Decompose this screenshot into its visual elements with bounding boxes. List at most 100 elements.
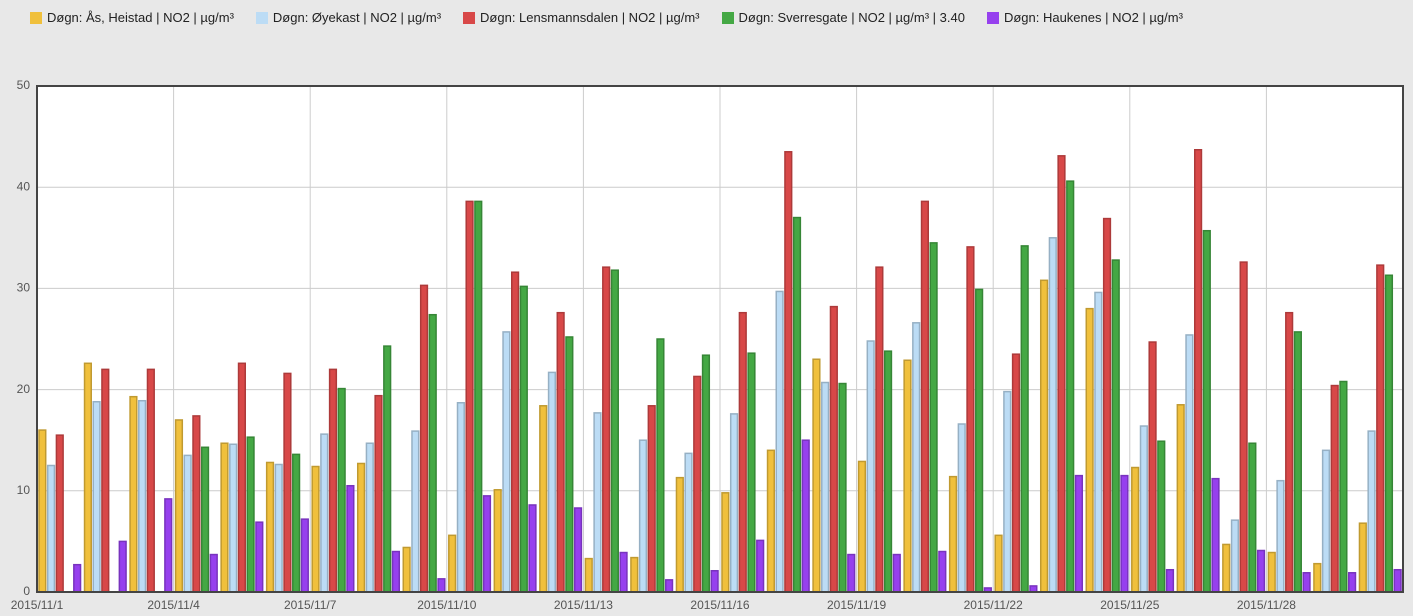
- bar: [602, 266, 611, 593]
- plot-border: [36, 85, 1404, 593]
- x-tick-label: 2015/11/10: [417, 598, 476, 612]
- bar: [593, 412, 602, 593]
- bar: [929, 242, 938, 593]
- bar: [174, 419, 184, 593]
- bar: [1358, 522, 1367, 593]
- bar: [482, 495, 492, 593]
- y-tick-label: 40: [17, 179, 31, 193]
- bar: [938, 550, 947, 593]
- bar: [456, 402, 465, 593]
- bar: [328, 368, 338, 593]
- bar: [1256, 549, 1266, 593]
- bar: [847, 553, 856, 593]
- legend-swatch: [255, 11, 268, 24]
- bar: [630, 556, 639, 593]
- bar: [528, 504, 537, 593]
- bar: [1057, 155, 1066, 593]
- bar: [448, 534, 457, 593]
- bar: [1193, 149, 1203, 593]
- x-tick-label: 2015/11/16: [690, 598, 749, 612]
- bar: [1202, 229, 1211, 593]
- bar: [647, 405, 656, 593]
- legend-item[interactable]: Døgn: Ås, Heistad | NO2 | µg/m³: [30, 10, 234, 25]
- bar: [101, 368, 110, 593]
- bar: [1313, 562, 1322, 593]
- legend-item[interactable]: Døgn: Øyekast | NO2 | µg/m³: [255, 10, 442, 25]
- x-tick-label: 2015/11/28: [1237, 598, 1296, 612]
- bar: [83, 362, 92, 593]
- bar: [283, 372, 292, 593]
- bar: [565, 336, 574, 593]
- bar: [129, 395, 138, 593]
- y-tick-label: 50: [17, 78, 31, 92]
- bar: [675, 476, 684, 593]
- bar: [784, 151, 793, 593]
- bar: [656, 338, 665, 593]
- bar: [1330, 384, 1339, 593]
- legend-item[interactable]: Døgn: Lensmannsdalen | NO2 | µg/m³: [463, 10, 700, 25]
- bar: [1239, 261, 1248, 593]
- bar: [1348, 572, 1357, 593]
- bar: [829, 305, 838, 593]
- bar: [812, 358, 821, 593]
- bar: [411, 430, 420, 593]
- bar: [1285, 311, 1294, 593]
- bar: [1376, 264, 1385, 593]
- bar: [547, 371, 557, 593]
- bar: [1248, 442, 1257, 593]
- bar: [1085, 307, 1094, 593]
- bar: [857, 460, 867, 593]
- legend-label: Døgn: Ås, Heistad | NO2 | µg/m³: [47, 10, 234, 25]
- bar: [46, 464, 56, 593]
- bar: [1157, 440, 1166, 593]
- legend-item[interactable]: Døgn: Haukenes | NO2 | µg/m³: [986, 10, 1183, 25]
- bar: [766, 449, 775, 593]
- bar: [912, 322, 921, 593]
- bar: [775, 290, 784, 593]
- bar: [1339, 380, 1348, 593]
- bar: [55, 434, 64, 593]
- bar: [38, 429, 47, 593]
- bar: [164, 498, 173, 593]
- bar: [465, 200, 474, 593]
- bar: [665, 579, 674, 593]
- x-tick-label: 2015/11/13: [554, 598, 613, 612]
- bar: [610, 269, 619, 593]
- legend-label: Døgn: Haukenes | NO2 | µg/m³: [1003, 10, 1183, 25]
- bar: [200, 446, 210, 593]
- bar: [337, 387, 346, 593]
- bar: [300, 518, 309, 593]
- bar: [556, 311, 565, 593]
- bar: [539, 405, 548, 593]
- bar: [265, 461, 275, 593]
- bar: [875, 266, 884, 593]
- bar: [948, 475, 958, 593]
- bar: [1393, 568, 1402, 593]
- bar: [792, 216, 802, 593]
- bar: [638, 439, 648, 593]
- bar: [1011, 353, 1021, 593]
- bar: [957, 423, 966, 593]
- x-tick-label: 2015/11/4: [147, 598, 200, 612]
- bar: [1321, 449, 1331, 593]
- bar: [502, 331, 511, 593]
- bar: [729, 413, 739, 593]
- bar: [356, 462, 366, 593]
- bar: [92, 400, 101, 593]
- bar: [437, 578, 446, 593]
- bar: [738, 311, 747, 593]
- bar: [883, 350, 893, 593]
- legend-swatch: [986, 11, 999, 24]
- bar: [237, 362, 247, 593]
- legend-item[interactable]: Døgn: Sverresgate | NO2 | µg/m³ | 3.40: [721, 10, 965, 25]
- legend-swatch: [30, 11, 42, 24]
- bar: [1139, 425, 1148, 593]
- bar: [146, 368, 155, 593]
- x-tick-label: 2015/11/25: [1100, 598, 1159, 612]
- legend-label: Døgn: Øyekast | NO2 | µg/m³: [272, 10, 442, 25]
- bar: [1003, 390, 1012, 593]
- bar: [73, 563, 82, 593]
- bar: [1039, 279, 1049, 593]
- bar: [693, 375, 702, 593]
- bar: [474, 200, 483, 593]
